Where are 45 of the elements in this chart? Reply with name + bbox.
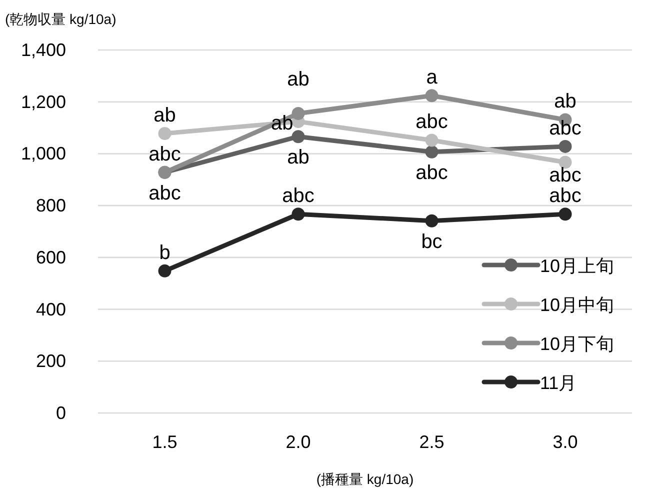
y-tick-label: 400	[36, 299, 66, 320]
point	[158, 264, 172, 278]
x-tick-label: 2.5	[419, 432, 444, 452]
legend-label: 10月上旬	[540, 256, 614, 276]
annotation: bc	[421, 230, 442, 253]
y-tick-label: 1,200	[20, 92, 66, 112]
point	[425, 145, 438, 158]
annotation: abc	[549, 164, 582, 186]
y-tick-label: 600	[36, 247, 66, 268]
annotation: abc	[148, 182, 181, 204]
annotation: b	[159, 242, 170, 264]
y-tick-label: 800	[36, 196, 66, 216]
annotation: ab	[154, 104, 176, 126]
x-axis-title: (播種量 kg/10a)	[316, 471, 414, 487]
annotation: abc	[416, 111, 448, 134]
legend-label: 11月	[540, 373, 577, 393]
point	[425, 134, 438, 147]
y-tick-label: 1,000	[20, 144, 66, 164]
annotation: ab	[554, 90, 576, 113]
x-tick-label: 1.5	[152, 432, 178, 452]
annotation: abc	[549, 117, 582, 140]
point	[292, 130, 305, 144]
annotation: abc	[148, 143, 181, 166]
annotation: abc	[416, 162, 448, 184]
annotation: ab	[271, 112, 294, 135]
point	[292, 107, 305, 120]
point	[425, 214, 438, 228]
point	[292, 208, 305, 221]
annotation: a	[426, 66, 438, 89]
legend-label: 10月中旬	[540, 295, 614, 315]
y-tick-label: 0	[56, 403, 66, 423]
annotation: ab	[287, 146, 310, 169]
y-tick-label: 1,400	[20, 40, 66, 60]
x-tick-label: 2.0	[286, 432, 311, 452]
annotation: abc	[549, 185, 582, 208]
point	[158, 126, 172, 140]
x-tick-label: 3.0	[552, 432, 578, 452]
annotation: ab	[287, 68, 310, 91]
point	[558, 208, 572, 221]
y-tick-label: 200	[36, 351, 66, 372]
annotation: abc	[282, 185, 314, 208]
y-axis-title: (乾物収量 kg/10a)	[5, 11, 116, 27]
point	[558, 140, 572, 153]
point	[425, 89, 438, 102]
legend-label: 10月下旬	[540, 334, 614, 354]
